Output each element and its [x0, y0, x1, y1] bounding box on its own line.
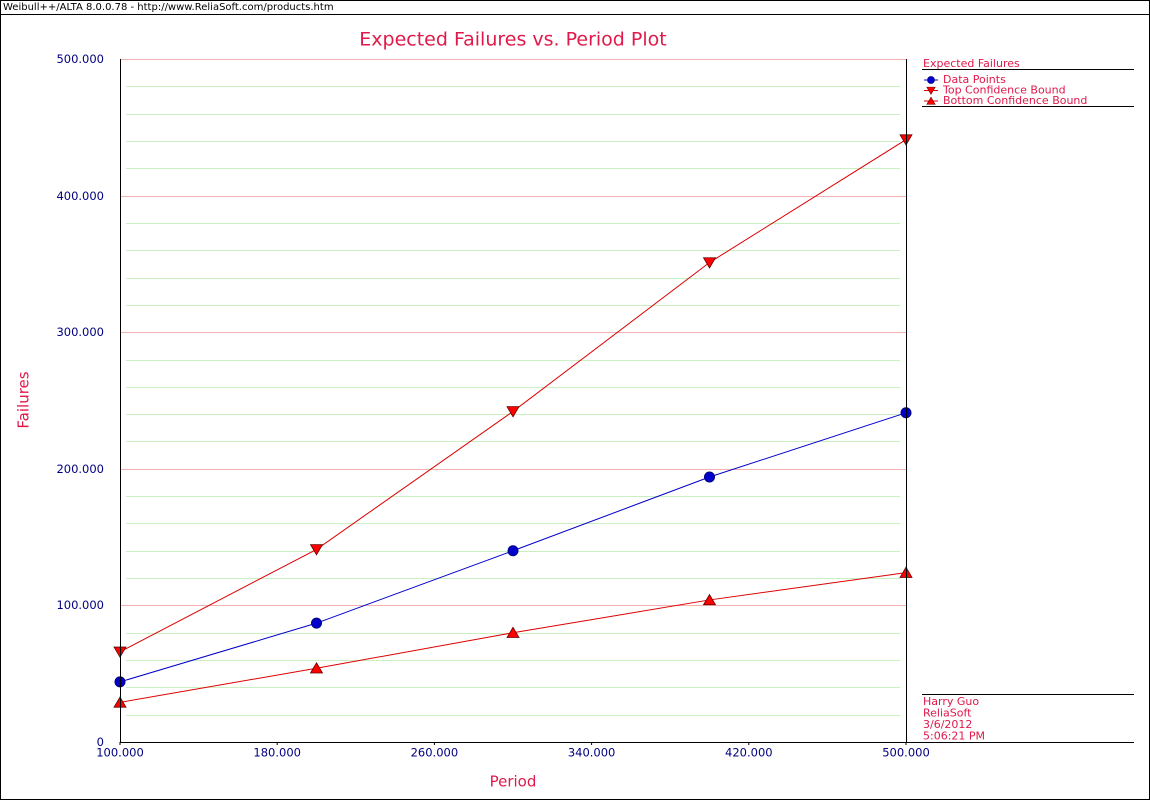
- legend-title: Expected Failures: [923, 57, 1020, 70]
- marker: [702, 257, 717, 269]
- marker: [506, 626, 520, 638]
- marker: [507, 545, 519, 557]
- y-tick-label: 400.000: [56, 189, 104, 203]
- marker: [506, 406, 520, 418]
- x-tick-label: 260.000: [411, 746, 459, 760]
- marker: [309, 662, 324, 674]
- annotation: Harry Guo: [923, 695, 979, 708]
- chart-title: Expected Failures vs. Period Plot: [359, 29, 666, 51]
- marker: [927, 76, 935, 84]
- x-tick-label: 100.000: [96, 746, 144, 760]
- annotation: ReliaSoft: [923, 707, 972, 720]
- x-tick-label: 180.000: [253, 746, 301, 760]
- y-tick-label: 500.000: [56, 52, 104, 66]
- marker: [702, 593, 717, 606]
- annotation: 3/6/2012: [923, 718, 972, 731]
- legend-label: Top Confidence Bound: [942, 84, 1066, 97]
- marker: [309, 544, 324, 556]
- annotation: 5:06:21 PM: [923, 730, 985, 743]
- window-title: Weibull++/ALTA 8.0.0.78 - http://www.Rel…: [3, 2, 334, 13]
- plot: [113, 134, 913, 708]
- marker: [926, 96, 936, 105]
- legend-label: Data Points: [943, 73, 1006, 86]
- marker: [311, 617, 322, 629]
- marker: [926, 86, 936, 95]
- y-tick-label: 0: [97, 735, 104, 749]
- y-axis-label: Failures: [15, 371, 33, 428]
- y-tick-label: 100.000: [56, 598, 104, 612]
- x-axis-label: Period: [490, 773, 537, 791]
- x-tick-label: 500.000: [882, 746, 930, 760]
- marker: [704, 471, 715, 483]
- y-tick-label: 200.000: [56, 462, 104, 476]
- x-tick-label: 420.000: [725, 746, 773, 760]
- y-tick-label: 300.000: [56, 325, 104, 339]
- x-tick-label: 340.000: [568, 746, 616, 760]
- legend-label: Bottom Confidence Bound: [943, 94, 1087, 107]
